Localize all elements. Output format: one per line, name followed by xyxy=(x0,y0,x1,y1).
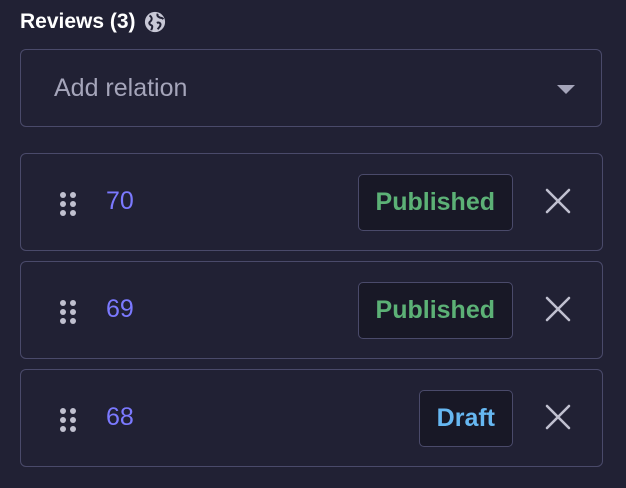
relation-item: 69 Published xyxy=(20,261,603,359)
relation-item: 70 Published xyxy=(20,153,603,251)
drag-handle-icon[interactable] xyxy=(60,300,76,324)
remove-relation-icon[interactable] xyxy=(544,187,572,215)
relation-link[interactable]: 68 xyxy=(106,403,134,431)
drag-handle-icon[interactable] xyxy=(60,192,76,216)
globe-icon xyxy=(144,11,165,33)
field-header: Reviews (3) xyxy=(20,10,166,34)
add-relation-select[interactable]: Add relation xyxy=(20,49,602,127)
relation-link[interactable]: 69 xyxy=(106,295,134,323)
drag-handle-icon[interactable] xyxy=(60,408,76,432)
field-title: Reviews (3) xyxy=(20,10,136,33)
caret-down-icon[interactable] xyxy=(557,85,575,94)
add-relation-placeholder: Add relation xyxy=(54,73,188,102)
remove-relation-icon[interactable] xyxy=(544,295,572,323)
relation-link[interactable]: 70 xyxy=(106,187,134,215)
status-badge: Draft xyxy=(418,390,513,447)
status-badge: Published xyxy=(357,174,513,231)
remove-relation-icon[interactable] xyxy=(544,403,572,431)
relation-item: 68 Draft xyxy=(20,369,603,467)
status-badge: Published xyxy=(357,282,513,339)
